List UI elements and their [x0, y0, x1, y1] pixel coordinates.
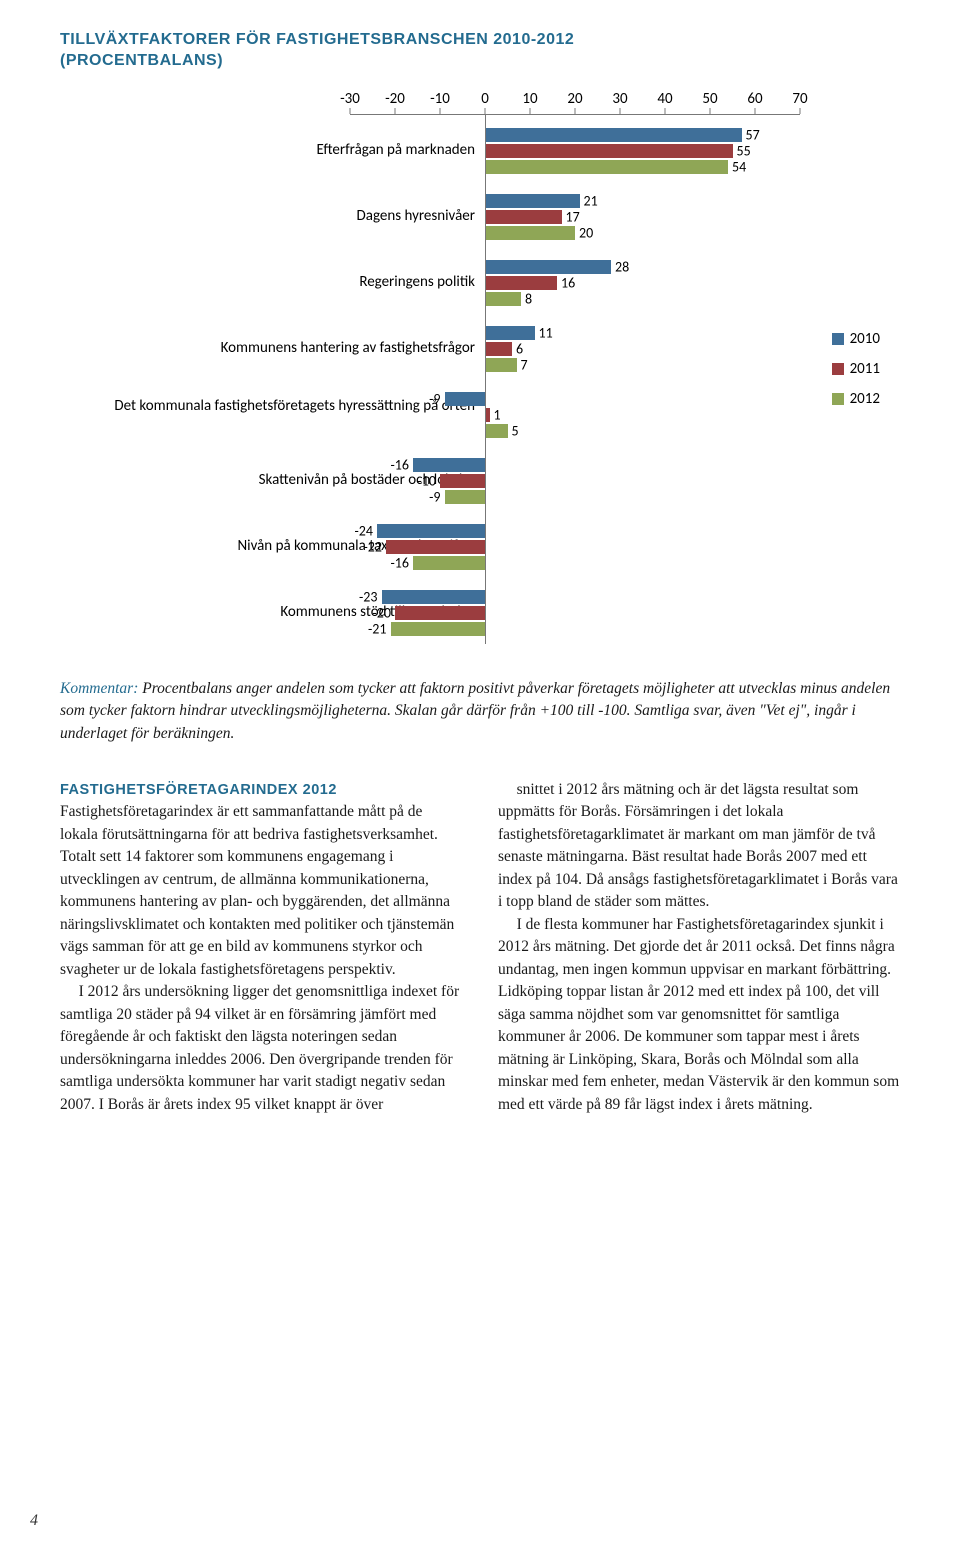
bar — [485, 424, 508, 438]
bar-value-label: -21 — [368, 620, 386, 637]
bar-value-label: -16 — [391, 554, 409, 571]
bar — [395, 606, 485, 620]
page-number: 4 — [30, 1512, 38, 1530]
bar-value-label: 55 — [737, 142, 751, 159]
bar — [445, 392, 486, 406]
bar-value-label: 8 — [525, 290, 532, 307]
legend-item: 2012 — [832, 390, 880, 408]
body-p1-text: Fastighetsföretagarindex är ett sammanfa… — [60, 803, 454, 977]
bar — [445, 490, 486, 504]
legend-swatch — [832, 393, 844, 405]
x-tick-label: 40 — [657, 90, 672, 108]
category-label: Regeringens politik — [60, 273, 475, 291]
bar-value-label: 54 — [732, 158, 746, 175]
chart-plot-area: Efterfrågan på marknaden575554Dagens hyr… — [60, 114, 880, 650]
body-text-columns: FASTIGHETSFÖRETAGARINDEX 2012 Fastighets… — [60, 779, 900, 1116]
bar — [440, 474, 485, 488]
x-tick-label: 0 — [481, 90, 489, 108]
growth-factors-chart: -30 -20 -10 0 10 20 30 40 50 60 70 Efterfrågan på … — [60, 90, 880, 650]
bar-value-label: 7 — [521, 356, 528, 373]
bar-value-label: -9 — [429, 390, 440, 407]
bar — [485, 160, 728, 174]
chart-title: TILLVÄXTFAKTORER FÖR FASTIGHETSBRANSCHEN… — [60, 30, 900, 72]
bar — [485, 210, 562, 224]
body-p1: FASTIGHETSFÖRETAGARINDEX 2012 Fastighets… — [60, 779, 462, 981]
bar — [485, 276, 557, 290]
x-tick-label: -20 — [385, 90, 405, 108]
section-heading: FASTIGHETSFÖRETAGARINDEX 2012 — [60, 782, 337, 798]
commentary-text: Procentbalans anger andelen som tycker a… — [60, 680, 890, 742]
bar — [413, 556, 485, 570]
bar — [485, 292, 521, 306]
zero-axis-line — [485, 114, 486, 644]
bar — [485, 326, 535, 340]
chart-title-line2: (PROCENTBALANS) — [60, 52, 223, 69]
x-tick-label: 10 — [522, 90, 537, 108]
bar-value-label: 11 — [539, 324, 553, 341]
legend-label: 2010 — [850, 330, 880, 348]
bar — [382, 590, 486, 604]
bar-value-label: -9 — [429, 488, 440, 505]
bar — [413, 458, 485, 472]
bar-value-label: 21 — [584, 192, 598, 209]
bar-value-label: 57 — [746, 126, 760, 143]
chart-commentary: Kommentar: Procentbalans anger andelen s… — [60, 678, 900, 745]
x-tick-label: 50 — [702, 90, 717, 108]
bar — [485, 194, 580, 208]
bar-value-label: 6 — [516, 340, 523, 357]
legend-swatch — [832, 333, 844, 345]
bar-value-label: 16 — [561, 274, 575, 291]
x-tick-label: -30 — [340, 90, 360, 108]
body-p4: I de flesta kommuner har Fastighetsföret… — [498, 914, 900, 1116]
x-tick-label: 30 — [612, 90, 627, 108]
bar-value-label: -24 — [355, 522, 373, 539]
bar — [485, 260, 611, 274]
bar-value-label: 20 — [579, 224, 593, 241]
bar-value-label: 17 — [566, 208, 580, 225]
chart-title-line1: TILLVÄXTFAKTORER FÖR FASTIGHETSBRANSCHEN… — [60, 31, 574, 48]
bar — [485, 144, 733, 158]
legend-item: 2010 — [832, 330, 880, 348]
legend-label: 2012 — [850, 390, 880, 408]
commentary-lead: Kommentar: — [60, 680, 138, 697]
category-label: Dagens hyresnivåer — [60, 207, 475, 225]
bar-value-label: 28 — [615, 258, 629, 275]
bar-value-label: -22 — [364, 538, 382, 555]
bar — [485, 358, 517, 372]
x-tick-label: 60 — [747, 90, 762, 108]
bar — [485, 342, 512, 356]
legend-label: 2011 — [850, 360, 880, 378]
category-label: Det kommunala fastighetsföretagets hyres… — [60, 397, 475, 415]
bar-value-label: -20 — [373, 604, 391, 621]
legend-item: 2011 — [832, 360, 880, 378]
bar — [386, 540, 485, 554]
bar — [391, 622, 486, 636]
bar-value-label: -10 — [418, 472, 436, 489]
body-p2: I 2012 års undersökning ligger det genom… — [60, 981, 462, 1116]
x-tick-label: -10 — [430, 90, 450, 108]
x-axis-ticks: -30 -20 -10 0 10 20 30 40 50 60 70 — [60, 90, 880, 108]
bar-value-label: -23 — [359, 588, 377, 605]
bar-value-label: -16 — [391, 456, 409, 473]
x-tick-label: 20 — [567, 90, 582, 108]
category-label: Efterfrågan på marknaden — [60, 141, 475, 159]
legend-swatch — [832, 363, 844, 375]
category-label: Kommunens hantering av fastighetsfrågor — [60, 339, 475, 357]
chart-legend: 2010 2011 2012 — [832, 330, 880, 420]
bar — [377, 524, 485, 538]
bar-value-label: 5 — [512, 422, 519, 439]
bar-value-label: 1 — [494, 406, 501, 423]
x-tick-label: 70 — [792, 90, 807, 108]
category-label: Skattenivån på bostäder och lokaler — [60, 471, 475, 489]
bar — [485, 226, 575, 240]
body-p3: snittet i 2012 års mätning och är det lä… — [498, 779, 900, 914]
bar — [485, 128, 742, 142]
